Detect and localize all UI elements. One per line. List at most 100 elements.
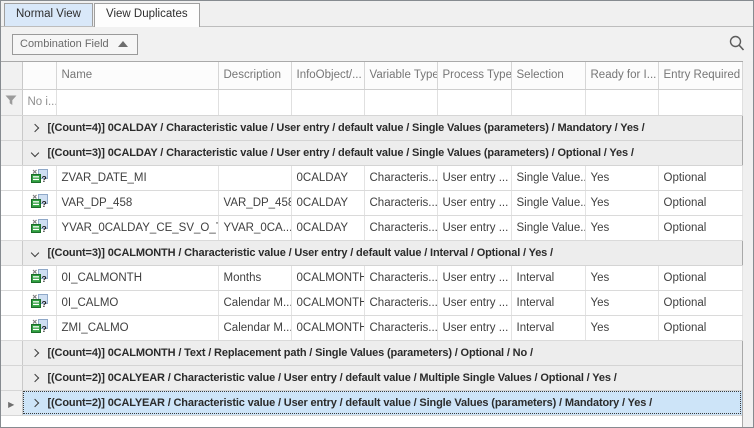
tab-view-duplicates[interactable]: View Duplicates — [93, 3, 200, 27]
table-row[interactable]: ? ZMI_CALMO Calendar M... 0CALMONTH Char… — [1, 315, 743, 341]
group-row-label: [(Count=2)] 0CALYEAR / Characteristic va… — [47, 396, 653, 409]
cell-infoobject: 0CALMONTH — [291, 290, 365, 316]
cell-infoobject: 0CALMONTH — [291, 315, 365, 341]
cell-ready: Yes — [585, 290, 659, 316]
cell-description — [218, 165, 292, 191]
cell-entry: Optional — [658, 290, 743, 316]
header-description[interactable]: Description — [218, 62, 292, 90]
header-ready-for-input[interactable]: Ready for I... — [585, 62, 659, 90]
header-variable-type[interactable]: Variable Type — [364, 62, 438, 90]
cell-process-type: User entry ... — [437, 315, 512, 341]
filter-icon-cell — [1, 89, 23, 116]
group-row[interactable]: [(Count=3)] 0CALMONTH / Characteristic v… — [1, 240, 742, 266]
group-row-label: [(Count=4)] 0CALMONTH / Text / Replaceme… — [47, 346, 534, 359]
tab-normal-view[interactable]: Normal View — [4, 3, 93, 26]
cell-ready: Yes — [585, 165, 659, 191]
focused-row-indicator-icon: ▶ — [8, 399, 15, 409]
sort-collapse-triangle-icon — [118, 41, 128, 47]
cell-process-type: User entry ... — [437, 190, 512, 216]
cell-process-type: User entry ... — [437, 165, 512, 191]
filter-selection-cell[interactable] — [511, 89, 586, 116]
filter-ready-cell[interactable] — [585, 89, 659, 116]
cell-selection: Single Value... — [511, 215, 586, 241]
header-name[interactable]: Name — [56, 62, 219, 90]
svg-text:?: ? — [41, 274, 46, 283]
cell-name: 0I_CALMO — [56, 290, 219, 316]
chevron-right-icon[interactable] — [30, 123, 39, 132]
group-row[interactable]: [(Count=4)] 0CALMONTH / Text / Replaceme… — [1, 340, 742, 366]
chevron-right-icon[interactable] — [30, 373, 39, 382]
cell-name: VAR_DP_458 — [56, 190, 219, 216]
cell-process-type: User entry ... — [437, 215, 512, 241]
cell-variable-type: Characteris... — [364, 315, 438, 341]
variable-icon: ? — [22, 290, 57, 316]
table-row[interactable]: ? ZVAR_DATE_MI 0CALDAY Characteris... Us… — [1, 165, 743, 191]
group-row-label: [(Count=3)] 0CALMONTH / Characteristic v… — [47, 246, 554, 259]
variables-table: Name Description InfoObject/... Variable… — [1, 62, 743, 416]
cell-description: Months — [218, 265, 292, 291]
group-row[interactable]: [(Count=3)] 0CALDAY / Characteristic val… — [1, 140, 742, 166]
filter-entry-cell[interactable] — [658, 89, 743, 116]
group-row-label: [(Count=2)] 0CALYEAR / Characteristic va… — [47, 371, 617, 384]
cell-description: Calendar M... — [218, 290, 292, 316]
cell-variable-type: Characteris... — [364, 190, 438, 216]
table-row[interactable]: ? VAR_DP_458 VAR_DP_458 0CALDAY Characte… — [1, 190, 743, 216]
table-row[interactable]: ? YVAR_0CALDAY_CE_SV_O_T YVAR_0CA... 0CA… — [1, 215, 743, 241]
chevron-right-icon[interactable] — [30, 398, 39, 407]
cell-entry: Optional — [658, 165, 743, 191]
header-entry-required[interactable]: Entry Required — [658, 62, 743, 90]
cell-entry: Optional — [658, 215, 743, 241]
filter-text-cell[interactable]: No i... — [22, 89, 57, 116]
table-row[interactable]: ? 0I_CALMONTH Months 0CALMONTH Character… — [1, 265, 743, 291]
tab-bar: Normal View View Duplicates — [1, 1, 753, 27]
chevron-down-icon[interactable] — [30, 248, 39, 257]
cell-entry: Optional — [658, 190, 743, 216]
filter-name-cell[interactable] — [56, 89, 219, 116]
chevron-right-icon[interactable] — [30, 348, 39, 357]
svg-text:?: ? — [41, 324, 46, 333]
cell-selection: Interval — [511, 315, 586, 341]
cell-infoobject: 0CALDAY — [291, 215, 365, 241]
filter-infoobject-cell[interactable] — [291, 89, 365, 116]
search-icon[interactable] — [728, 35, 746, 53]
filter-description-cell[interactable] — [218, 89, 292, 116]
cell-process-type: User entry ... — [437, 265, 512, 291]
filter-process-type-cell[interactable] — [437, 89, 512, 116]
group-row[interactable]: [(Count=4)] 0CALDAY / Characteristic val… — [1, 115, 742, 141]
header-selection[interactable]: Selection — [511, 62, 586, 90]
table-row[interactable]: ? 0I_CALMO Calendar M... 0CALMONTH Chara… — [1, 290, 743, 316]
cell-variable-type: Characteris... — [364, 215, 438, 241]
filter-variable-type-cell[interactable] — [364, 89, 438, 116]
group-by-field-label: Combination Field — [20, 38, 109, 50]
group-row-selected[interactable]: ▶ [(Count=2)] 0CALYEAR / Characteristic … — [1, 390, 742, 416]
cell-infoobject: 0CALDAY — [291, 190, 365, 216]
cell-variable-type: Characteris... — [364, 265, 438, 291]
svg-text:?: ? — [41, 299, 46, 308]
cell-variable-type: Characteris... — [364, 290, 438, 316]
chevron-down-icon[interactable] — [30, 148, 39, 157]
header-process-type[interactable]: Process Type — [437, 62, 512, 90]
svg-text:?: ? — [41, 224, 46, 233]
filter-funnel-icon — [5, 95, 17, 105]
cell-ready: Yes — [585, 265, 659, 291]
cell-name: 0I_CALMONTH — [56, 265, 219, 291]
group-row-label: [(Count=4)] 0CALDAY / Characteristic val… — [47, 121, 645, 134]
cell-selection: Interval — [511, 265, 586, 291]
header-infoobject[interactable]: InfoObject/... — [291, 62, 365, 90]
cell-name: ZVAR_DATE_MI — [56, 165, 219, 191]
group-row[interactable]: [(Count=2)] 0CALYEAR / Characteristic va… — [1, 365, 742, 391]
svg-text:?: ? — [41, 174, 46, 183]
cell-selection: Single Value... — [511, 190, 586, 216]
variable-icon: ? — [22, 190, 57, 216]
header-icon-column[interactable] — [22, 62, 57, 90]
auto-filter-row: No i... — [1, 89, 743, 116]
cell-variable-type: Characteris... — [364, 165, 438, 191]
cell-entry: Optional — [658, 265, 743, 291]
group-row-label: [(Count=3)] 0CALDAY / Characteristic val… — [47, 146, 634, 159]
group-by-field-chip[interactable]: Combination Field — [12, 33, 138, 55]
cell-name: YVAR_0CALDAY_CE_SV_O_T — [56, 215, 219, 241]
svg-text:?: ? — [41, 199, 46, 208]
cell-ready: Yes — [585, 315, 659, 341]
cell-selection: Single Value... — [511, 165, 586, 191]
